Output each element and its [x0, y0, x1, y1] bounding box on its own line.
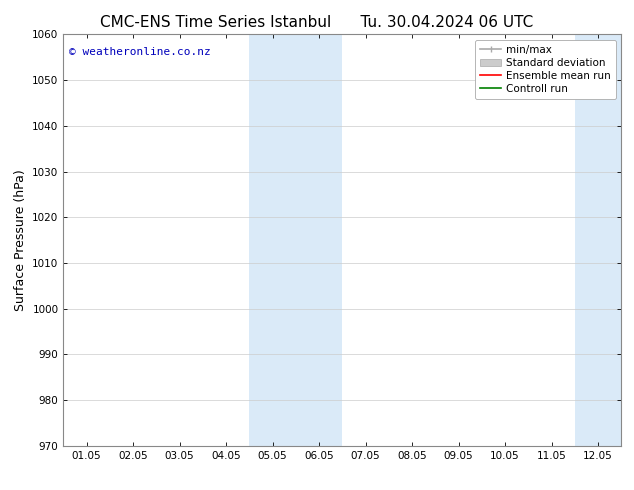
Bar	[249, 34, 342, 446]
Y-axis label: Surface Pressure (hPa): Surface Pressure (hPa)	[14, 169, 27, 311]
Text: CMC-ENS Time Series Istanbul      Tu. 30.04.2024 06 UTC: CMC-ENS Time Series Istanbul Tu. 30.04.2…	[100, 15, 534, 30]
Bar	[575, 34, 621, 446]
Text: © weatheronline.co.nz: © weatheronline.co.nz	[69, 47, 210, 57]
Legend: min/max, Standard deviation, Ensemble mean run, Controll run: min/max, Standard deviation, Ensemble me…	[475, 40, 616, 99]
